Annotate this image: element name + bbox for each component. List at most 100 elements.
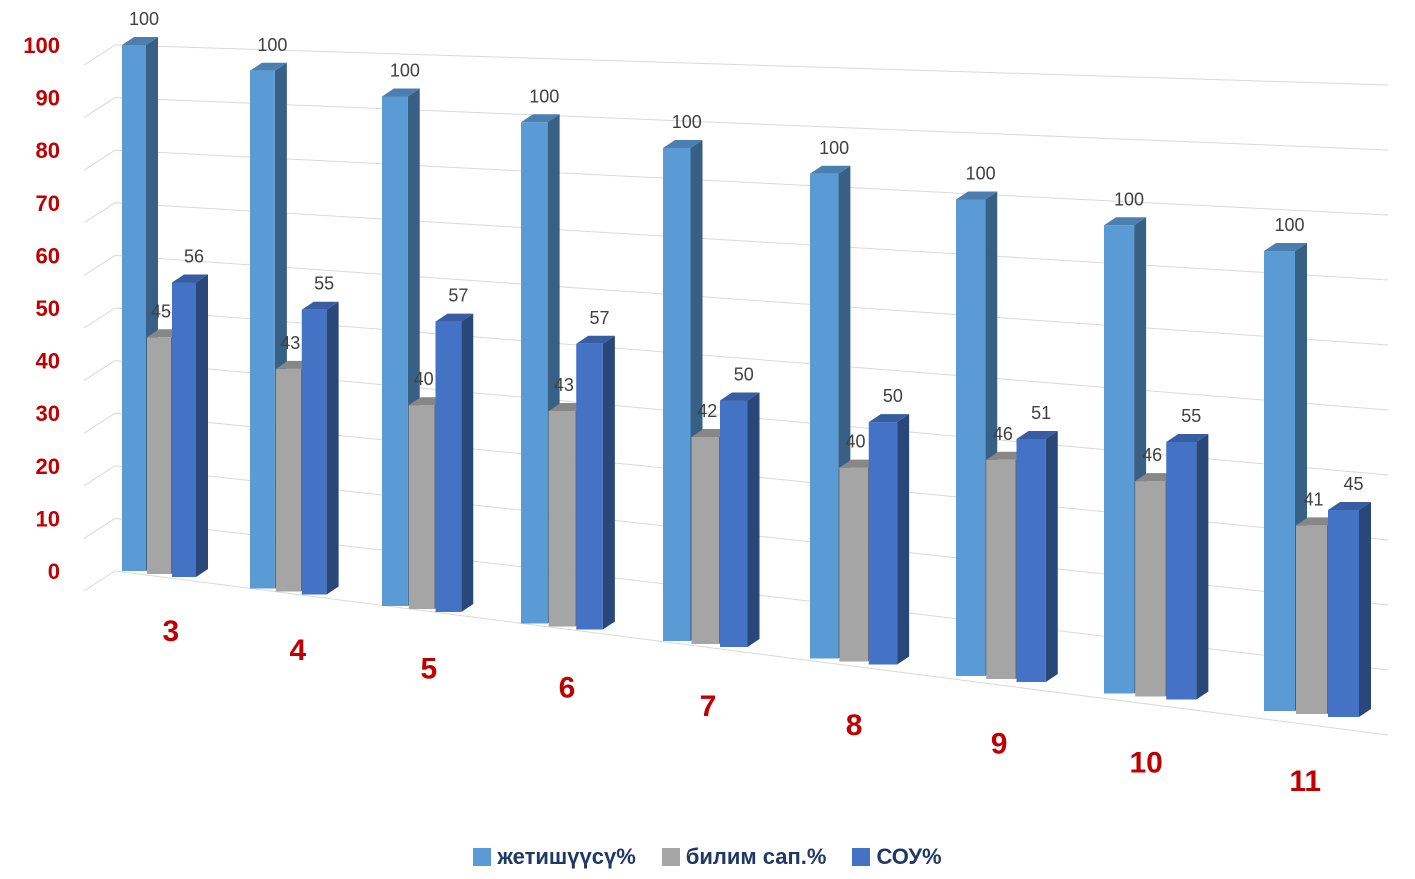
bar (172, 282, 196, 577)
bar (250, 70, 275, 589)
bar (1166, 441, 1197, 700)
bar (122, 45, 146, 571)
bar (521, 122, 548, 624)
y-tick-label: 20 (36, 454, 60, 479)
data-label: 100 (390, 61, 420, 81)
data-label: 45 (151, 301, 171, 321)
gridline (114, 44, 1389, 86)
bar (720, 400, 748, 647)
legend: жетишүүсү% билим сап.% СОУ% (0, 840, 1415, 874)
gridline (83, 202, 116, 224)
gridline (83, 465, 116, 487)
y-tick-label: 70 (36, 191, 60, 216)
y-tick-label: 90 (36, 86, 60, 111)
gridline (114, 254, 1389, 346)
data-label: 40 (846, 432, 866, 452)
bar-side (1196, 433, 1209, 700)
bar (839, 467, 868, 662)
bar (868, 422, 898, 665)
y-tick-label: 80 (36, 138, 60, 163)
bar-top (435, 313, 474, 322)
legend-swatch-series-2 (661, 848, 680, 866)
category-label: 3 (162, 615, 179, 648)
gridline (114, 570, 1389, 736)
legend-item-series-3: СОУ% (852, 844, 942, 870)
gridline (83, 517, 116, 539)
category-labels: 3 4 5 6 7 8 9 10 11 (162, 615, 1321, 798)
data-labels: 100 45 56 100 43 55 100 40 57 100 43 57 100 42 50 100 40… (129, 9, 1364, 509)
legend-label-series-1: жетишүүсү% (497, 844, 636, 869)
data-label: 56 (184, 246, 204, 266)
data-label: 100 (1274, 215, 1304, 235)
bar-top (122, 37, 158, 45)
bar-top (250, 62, 287, 71)
data-label: 43 (554, 375, 574, 395)
data-label: 55 (1181, 406, 1201, 426)
data-label: 100 (257, 35, 287, 55)
y-tick-label: 30 (36, 401, 60, 426)
data-label: 43 (280, 333, 300, 353)
data-label: 46 (993, 424, 1013, 444)
bar (548, 410, 576, 627)
y-tick-label: 10 (36, 506, 60, 531)
legend-swatch-series-3 (852, 848, 871, 866)
bar (1328, 510, 1359, 717)
gridline (83, 44, 116, 66)
legend-item-series-1: жетишүүсү% (473, 844, 636, 870)
bar-side (196, 274, 208, 577)
bar-top (301, 301, 339, 310)
bar-top (720, 392, 760, 401)
category-label: 4 (290, 634, 307, 667)
bar (275, 368, 301, 592)
data-label: 55 (314, 274, 334, 294)
bar (147, 337, 171, 574)
bar-top (663, 140, 703, 148)
bar (691, 436, 719, 644)
bar (810, 173, 839, 659)
category-label: 5 (421, 653, 438, 686)
gridline (114, 202, 1389, 281)
gridline (83, 360, 116, 382)
bar-side (602, 335, 615, 630)
y-tick-label: 50 (36, 296, 60, 321)
bar-top (172, 274, 208, 283)
bar (576, 343, 603, 630)
data-label: 42 (697, 401, 717, 421)
y-axis-ticks: 0 10 20 30 40 50 60 70 80 90 100 (23, 33, 60, 584)
bar-side (1359, 502, 1371, 717)
bar-top (1016, 430, 1058, 439)
bar (1264, 251, 1295, 711)
data-label: 100 (966, 164, 996, 184)
bar (1016, 438, 1046, 682)
bar (956, 199, 986, 676)
data-label: 50 (734, 365, 754, 385)
gridline (83, 412, 116, 434)
bar-side (747, 392, 760, 647)
y-tick-label: 40 (36, 349, 60, 374)
category-label: 11 (1289, 765, 1321, 798)
bar-top (956, 191, 998, 200)
bar (382, 96, 408, 606)
bar-top (382, 88, 420, 97)
bar (986, 459, 1016, 679)
gridline (114, 149, 1389, 216)
category-label: 6 (559, 671, 576, 704)
y-tick-label: 60 (36, 243, 60, 268)
bar (435, 321, 462, 612)
data-label: 100 (129, 9, 159, 29)
bar (408, 405, 435, 609)
category-label: 9 (991, 728, 1008, 761)
category-label: 8 (846, 709, 863, 742)
data-label: 100 (1114, 189, 1144, 209)
data-label: 100 (529, 86, 559, 106)
bar (663, 148, 691, 641)
bar-top (1104, 217, 1147, 226)
data-label: 100 (672, 112, 702, 132)
gridline (83, 254, 116, 276)
legend-swatch-series-1 (473, 848, 492, 866)
category-label: 10 (1129, 746, 1162, 779)
category-label: 7 (700, 690, 717, 723)
bar-top (1264, 243, 1307, 251)
